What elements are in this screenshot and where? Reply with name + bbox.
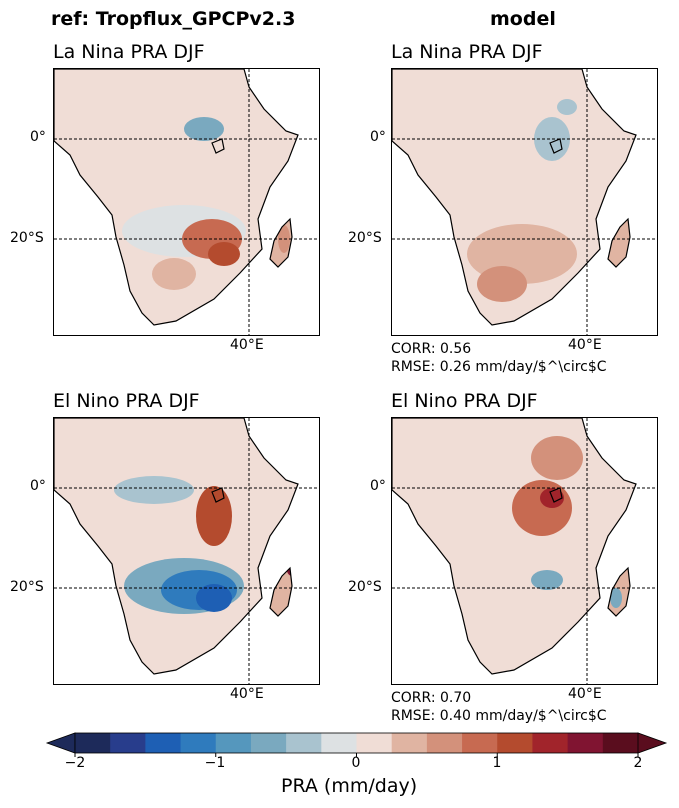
map-panel-model-elnino (391, 417, 658, 685)
panel-title-model-elnino: El Nino PRA DJF (391, 390, 538, 412)
coastline-madagascar (607, 217, 631, 268)
anomaly-contour (531, 436, 583, 480)
colorbar-segment (462, 733, 498, 753)
anomaly-contour (557, 99, 577, 115)
colorbar-segment (75, 733, 111, 753)
rmse-text-lanina: RMSE: 0.26 mm/day/$^\circ$C (391, 359, 607, 375)
coastline-madagascar (269, 217, 293, 268)
coastline (54, 418, 299, 675)
column-title-model: model (490, 8, 556, 30)
lat-tick-20s-ref-elnino: 20°S (10, 579, 44, 595)
map-panel-ref-lanina (53, 68, 320, 336)
column-title-ref: ref: Tropflux_GPCPv2.3 (51, 8, 296, 30)
corr-text-lanina: CORR: 0.56 (391, 341, 472, 357)
land-base-fill (392, 418, 636, 674)
anomaly-contour (114, 476, 194, 504)
colorbar-segment (321, 733, 357, 753)
anomaly-contour (208, 242, 240, 266)
lat-tick-0-ref-elnino: 0° (30, 478, 46, 494)
anomaly-contour (196, 584, 232, 612)
lat-tick-0-model-lanina: 0° (370, 129, 386, 145)
panel-title-ref-lanina: La Nina PRA DJF (53, 41, 205, 63)
rmse-text-elnino: RMSE: 0.40 mm/day/$^\circ$C (391, 708, 607, 724)
colorbar-segment (532, 733, 569, 753)
land-base-fill (392, 69, 636, 325)
colorbar-tick-label: −1 (204, 755, 226, 771)
colorbar-segment (145, 733, 182, 753)
colorbar-extend-max (637, 732, 668, 754)
lon-tick-40e-model-elnino: 40°E (568, 686, 602, 702)
colorbar-tick-label: −2 (64, 755, 86, 771)
colorbar-tick-label: 0 (351, 755, 361, 771)
panel-title-ref-elnino: El Nino PRA DJF (53, 390, 200, 412)
colorbar-segment (250, 733, 287, 753)
colorbar-segment (567, 733, 604, 753)
lat-tick-0-ref-lanina: 0° (30, 129, 46, 145)
lat-tick-20s-ref-lanina: 20°S (10, 230, 44, 246)
coastline (392, 69, 637, 326)
lat-tick-20s-model-lanina: 20°S (348, 230, 382, 246)
land-base-fill (54, 418, 298, 674)
lake-outline (549, 487, 563, 503)
map-svg (54, 69, 319, 335)
map-svg (392, 418, 657, 684)
colorbar-segment (391, 733, 428, 753)
anomaly-contour (196, 486, 232, 546)
anomaly-contour (184, 117, 224, 141)
map-panel-ref-elnino (53, 417, 320, 685)
anomaly-contour (477, 266, 527, 302)
colorbar-segment (426, 733, 463, 753)
corr-text-elnino: CORR: 0.70 (391, 690, 472, 706)
colorbar-segment (356, 733, 393, 753)
colorbar-label: PRA (mm/day) (281, 775, 418, 797)
colorbar-segment (110, 733, 146, 753)
panel-title-model-lanina: La Nina PRA DJF (391, 41, 543, 63)
colorbar-segment (286, 733, 322, 753)
colorbar-segment (602, 733, 639, 753)
lon-tick-40e-ref-lanina: 40°E (230, 337, 264, 353)
anomaly-contour (610, 588, 622, 608)
lake-outline (549, 138, 563, 154)
lake-outline (211, 487, 225, 503)
lon-tick-40e-ref-elnino: 40°E (230, 686, 264, 702)
colorbar-segment (215, 733, 252, 753)
colorbar (45, 732, 668, 757)
colorbar-extend-min (45, 732, 76, 754)
colorbar-tick-label: 2 (633, 755, 643, 771)
colorbar-tick-label: 1 (492, 755, 502, 771)
colorbar-segment (180, 733, 217, 753)
map-panel-model-lanina (391, 68, 658, 336)
anomaly-contour (531, 570, 563, 590)
coastline (392, 418, 637, 675)
lat-tick-0-model-elnino: 0° (370, 478, 386, 494)
anomaly-contour (286, 568, 292, 576)
map-svg (54, 418, 319, 684)
coastline-madagascar (607, 566, 631, 617)
anomaly-contour (152, 258, 196, 290)
coastline (54, 69, 299, 326)
lat-tick-20s-model-elnino: 20°S (348, 579, 382, 595)
lake-outline (211, 138, 225, 154)
colorbar-segment (497, 733, 533, 753)
land-base-fill (54, 69, 298, 325)
map-svg (392, 69, 657, 335)
coastline-madagascar (269, 566, 293, 617)
lon-tick-40e-model-lanina: 40°E (568, 337, 602, 353)
